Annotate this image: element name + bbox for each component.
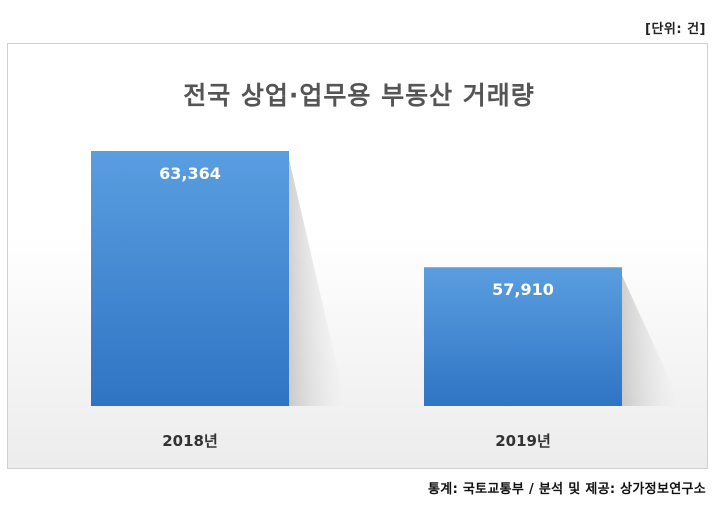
unit-label: [단위: 건] bbox=[645, 22, 706, 37]
bars bbox=[91, 151, 622, 406]
source-label: 통계: 국토교통부 / 분석 및 제공: 상가정보연구소 bbox=[428, 482, 706, 497]
category-labels: 2018년 2019년 bbox=[162, 432, 551, 450]
bar-2019년 bbox=[424, 267, 622, 406]
value-label: 63,364 bbox=[159, 164, 221, 183]
bar-shadows bbox=[289, 159, 677, 406]
chart-title: 전국 상업·업무용 부동산 거래량 bbox=[183, 81, 535, 110]
category-label: 2018년 bbox=[162, 432, 218, 450]
value-label: 57,910 bbox=[492, 280, 554, 299]
value-labels: 63,364 57,910 bbox=[159, 164, 554, 299]
bar-2018년 bbox=[91, 151, 289, 406]
bar-shadow bbox=[622, 275, 677, 406]
bar-shadow bbox=[289, 159, 344, 406]
category-label: 2019년 bbox=[495, 432, 551, 450]
